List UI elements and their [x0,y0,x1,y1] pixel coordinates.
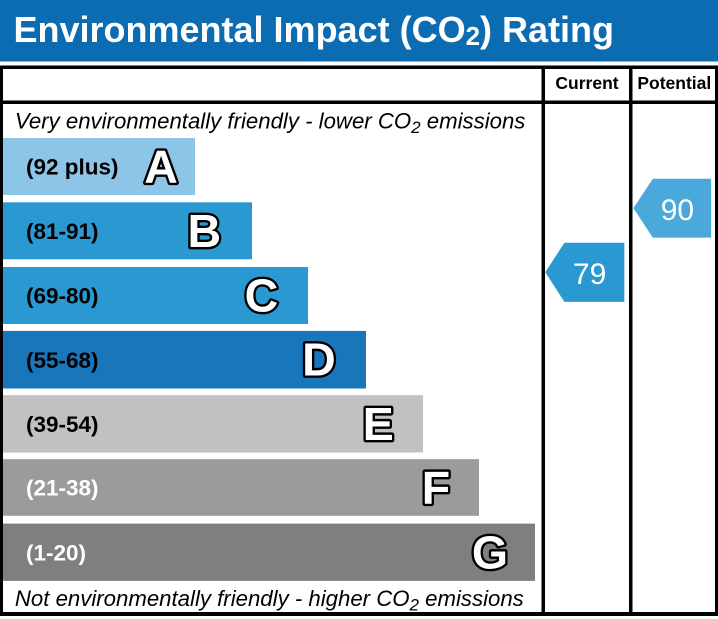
svg-text:(39-54): (39-54) [26,412,99,437]
svg-text:Not environmentally friendly -: Not environmentally friendly - higher CO… [15,586,524,615]
svg-text:Current: Current [555,73,618,93]
svg-text:(21-38): (21-38) [26,476,99,501]
svg-text:(92 plus): (92 plus) [26,155,119,180]
svg-text:Very environmentally friendly: Very environmentally friendly - lower CO… [15,108,526,137]
svg-text:Potential: Potential [637,73,711,93]
svg-text:Environmental Impact (CO2) Rat: Environmental Impact (CO2) Rating [14,9,615,51]
svg-text:(69-80): (69-80) [26,284,99,309]
svg-text:D: D [302,334,336,386]
svg-text:B: B [188,205,222,257]
svg-text:A: A [144,141,178,193]
svg-text:90: 90 [661,194,694,227]
svg-text:C: C [245,270,279,322]
svg-text:E: E [363,398,394,450]
svg-text:F: F [422,462,450,514]
svg-text:79: 79 [573,258,606,291]
svg-text:G: G [472,526,508,578]
svg-text:(1-20): (1-20) [26,540,86,565]
svg-text:(55-68): (55-68) [26,348,99,373]
svg-text:(81-91): (81-91) [26,219,99,244]
